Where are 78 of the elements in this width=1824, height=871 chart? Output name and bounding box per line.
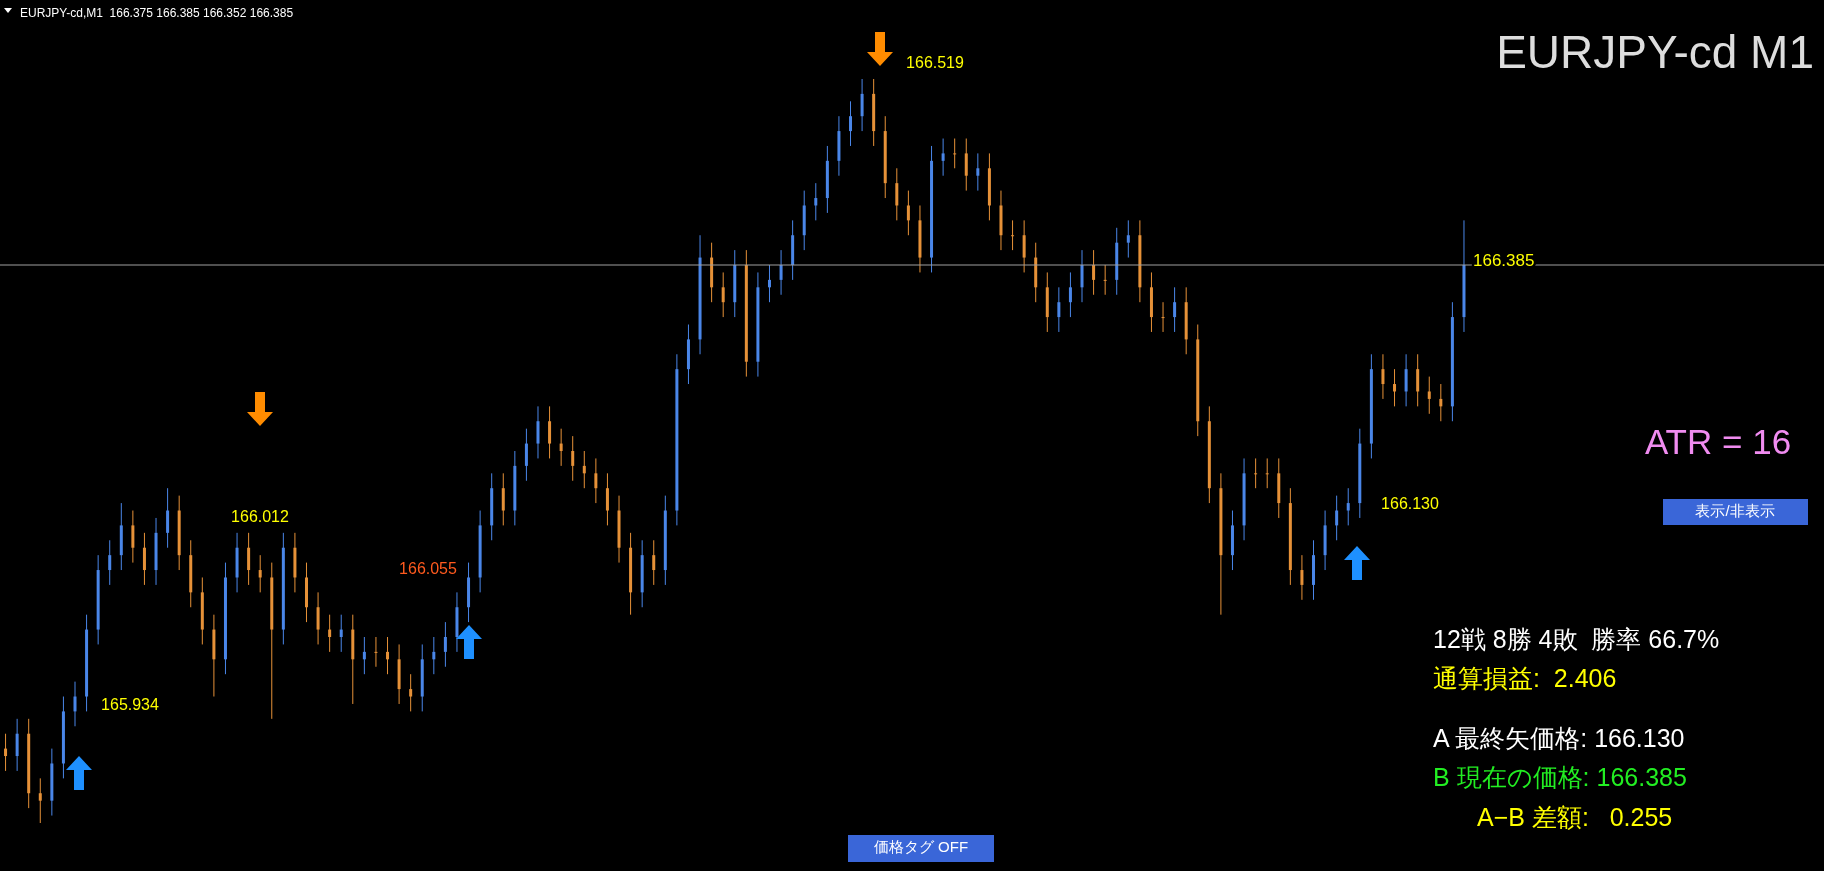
candlestick	[1126, 219, 1130, 259]
candlestick	[1173, 286, 1177, 333]
candlestick	[1161, 301, 1165, 333]
candlestick	[1080, 249, 1084, 303]
candlestick	[432, 636, 436, 675]
candlestick	[860, 79, 864, 132]
annotation: 165.934	[101, 696, 160, 714]
candlestick	[1057, 286, 1061, 333]
candlestick	[166, 487, 170, 549]
candlestick	[767, 264, 771, 303]
candlestick	[1427, 376, 1431, 415]
candlestick	[1011, 219, 1015, 251]
candlestick	[409, 673, 413, 712]
candlestick	[386, 636, 390, 675]
candlestick	[779, 249, 783, 296]
annotation: 166.055	[399, 560, 458, 578]
candlestick	[1381, 353, 1385, 400]
candlestick	[721, 271, 725, 318]
candlestick	[536, 405, 540, 459]
text: ATR = 16	[1644, 422, 1792, 462]
text: 価格タグ OFF	[873, 837, 969, 855]
candlestick	[501, 472, 505, 526]
candlestick	[964, 138, 968, 192]
text: 166.519	[906, 54, 965, 72]
candlestick	[571, 435, 575, 482]
annotation: B 現在の価格: 166.385	[1433, 762, 1687, 791]
candlestick	[258, 554, 262, 593]
candlestick	[73, 681, 77, 727]
candlestick	[814, 182, 818, 221]
candlestick	[108, 539, 112, 586]
candlestick	[1092, 249, 1096, 296]
text: 166.385	[1473, 251, 1535, 271]
text: A−B 差額: 0.255	[1477, 802, 1673, 831]
candlestick	[1439, 383, 1443, 422]
candlestick	[247, 532, 251, 586]
candlestick	[1404, 353, 1408, 407]
candlestick	[38, 777, 42, 823]
candlestick	[131, 510, 135, 564]
candlestick	[443, 621, 447, 668]
candlestick	[339, 614, 343, 653]
candlestick	[1103, 264, 1107, 296]
candlestick	[362, 636, 366, 675]
candlestick	[849, 100, 853, 147]
candlestick	[1022, 219, 1026, 273]
candlestick	[941, 138, 945, 177]
candlestick	[895, 167, 899, 221]
candlestick	[1300, 554, 1304, 601]
annotation: 166.012	[231, 508, 290, 526]
candlestick	[559, 428, 563, 467]
candlestick	[953, 138, 957, 169]
annotation: 166.130	[1381, 495, 1440, 513]
text: EURJPY-cd M1	[1496, 26, 1814, 78]
candlestick	[142, 532, 146, 586]
candlestick	[524, 428, 528, 482]
candlestick	[1346, 487, 1350, 526]
candlestick	[328, 614, 332, 653]
candlestick	[1265, 457, 1269, 489]
annotation: A 最終矢価格: 166.130	[1433, 723, 1685, 752]
candlestick	[316, 591, 320, 645]
candlestick	[548, 405, 552, 459]
candlestick	[906, 190, 910, 236]
candlestick	[4, 733, 8, 772]
annotation: 12戦 8勝 4敗 勝率 66.7%	[1433, 624, 1720, 653]
candlestick	[605, 472, 609, 526]
candlestick	[976, 152, 980, 192]
candlestick	[652, 539, 656, 586]
text: 表示/非表示	[1695, 501, 1775, 519]
candlestick	[1068, 271, 1072, 318]
candlestick	[374, 636, 378, 668]
candlestick	[1416, 353, 1420, 407]
candlestick	[15, 718, 19, 772]
candlestick	[1254, 457, 1258, 489]
chart-subtitle: EURJPY-cd,M1 166.375 166.385 166.352 166.385	[20, 6, 294, 20]
annotation: 通算損益: 2.406	[1433, 663, 1617, 692]
candlestick	[1335, 495, 1339, 541]
candlestick	[1393, 368, 1397, 407]
candlestick	[594, 457, 598, 504]
candlestick	[582, 450, 586, 489]
